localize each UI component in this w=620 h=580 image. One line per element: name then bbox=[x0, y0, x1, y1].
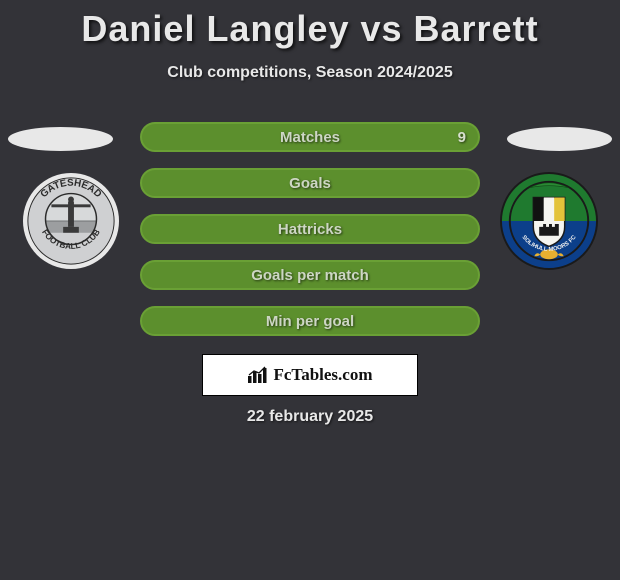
date-line: 22 february 2025 bbox=[0, 408, 620, 426]
stat-label: Min per goal bbox=[266, 313, 354, 330]
gateshead-crest-icon: GATESHEAD FOOTBALL CLUB bbox=[22, 172, 120, 270]
stat-value-right: 9 bbox=[458, 129, 466, 146]
chart-bars-icon bbox=[247, 366, 269, 384]
stat-row-goals: Goals bbox=[140, 168, 480, 198]
stat-row-matches: Matches 9 bbox=[140, 122, 480, 152]
team-crest-right: SOLIHULL MOORS FC bbox=[500, 172, 598, 270]
stat-row-goals-per-match: Goals per match bbox=[140, 260, 480, 290]
stat-label: Goals per match bbox=[251, 267, 369, 284]
stat-row-hattricks: Hattricks bbox=[140, 214, 480, 244]
player-oval-left bbox=[8, 127, 113, 151]
page-title: Daniel Langley vs Barrett bbox=[0, 0, 620, 50]
player-oval-right bbox=[507, 127, 612, 151]
stats-container: Matches 9 Goals Hattricks Goals per matc… bbox=[140, 122, 480, 352]
stat-label: Matches bbox=[280, 129, 340, 146]
stat-row-min-per-goal: Min per goal bbox=[140, 306, 480, 336]
stat-label: Hattricks bbox=[278, 221, 342, 238]
solihull-crest-icon: SOLIHULL MOORS FC bbox=[500, 172, 598, 270]
page-subtitle: Club competitions, Season 2024/2025 bbox=[0, 64, 620, 82]
brand-text: FcTables.com bbox=[273, 365, 372, 385]
brand-watermark: FcTables.com bbox=[202, 354, 418, 396]
stat-label: Goals bbox=[289, 175, 331, 192]
team-crest-left: GATESHEAD FOOTBALL CLUB bbox=[22, 172, 120, 270]
